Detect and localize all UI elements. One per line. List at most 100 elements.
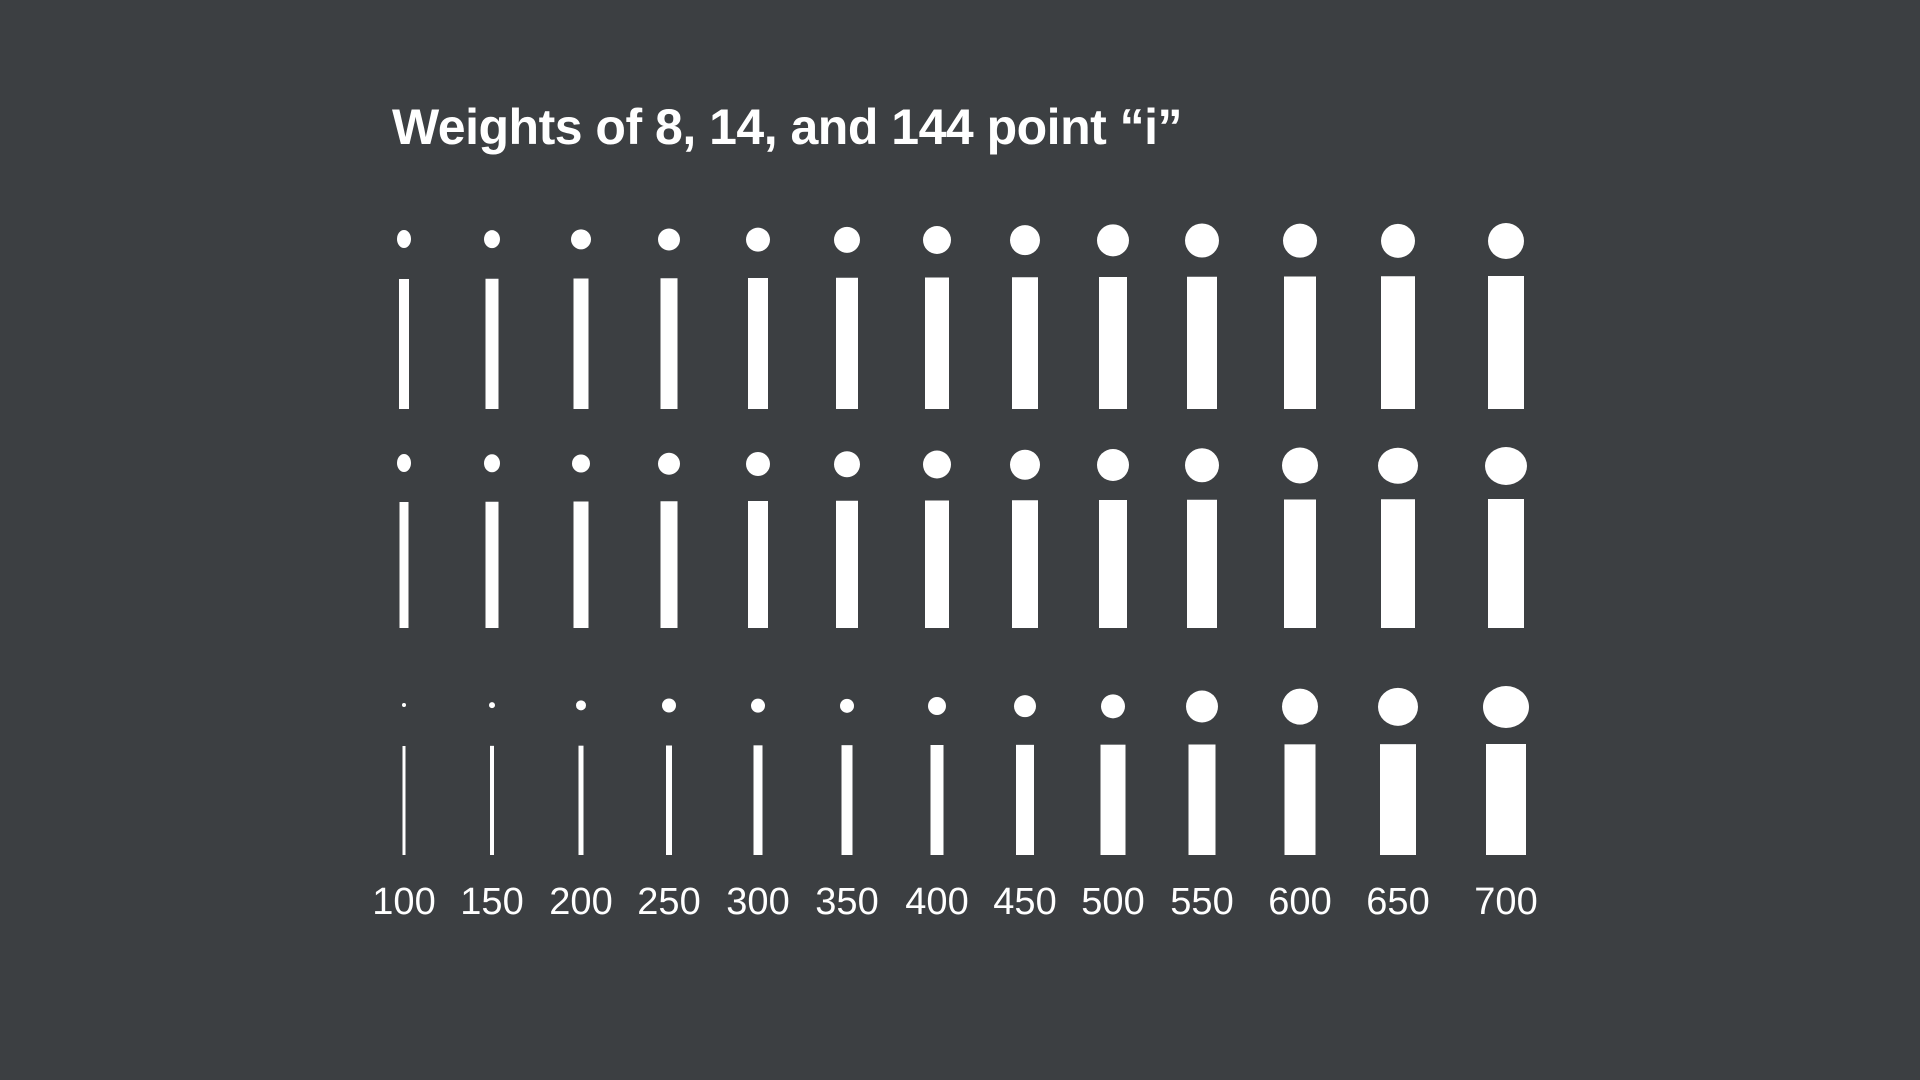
glyph-i (1185, 223, 1219, 409)
glyph-dot (1101, 694, 1125, 719)
glyph-dot (658, 228, 680, 251)
glyph-stem (841, 745, 853, 855)
glyph-i (572, 454, 590, 628)
glyph-i (397, 454, 411, 628)
glyph-stem (925, 500, 949, 628)
glyph-stem (1488, 499, 1524, 628)
glyph-i (571, 229, 591, 409)
glyph-dot (484, 230, 500, 249)
glyph-dot (576, 700, 586, 711)
glyph-i (1185, 448, 1219, 628)
glyph-stem (748, 278, 768, 409)
glyph-i (923, 226, 951, 409)
glyph-dot (397, 454, 411, 472)
glyph-stem (399, 279, 409, 409)
glyph-dot (662, 698, 676, 713)
glyph-i (1097, 224, 1129, 409)
glyph-stem (573, 278, 589, 409)
glyph-i (662, 698, 676, 855)
glyph-i (840, 698, 854, 855)
glyph-stem (485, 278, 499, 409)
glyph-stem (1012, 500, 1038, 628)
glyph-i (751, 698, 765, 855)
glyph-dot (746, 227, 770, 252)
glyph-i (1283, 223, 1317, 409)
glyph-stem (1284, 276, 1316, 409)
weight-label: 400 (905, 881, 968, 923)
glyph-dot (840, 698, 854, 713)
weight-label: 200 (549, 881, 612, 923)
glyph-dot (1185, 223, 1219, 258)
weight-label: 150 (460, 881, 523, 923)
weight-label: 600 (1268, 881, 1331, 923)
glyph-i (1014, 695, 1036, 855)
glyph-stem (1188, 744, 1216, 855)
glyph-dot (658, 452, 680, 475)
row-8pt (397, 223, 1524, 409)
glyph-dot (1483, 686, 1529, 728)
glyph-stem (748, 501, 768, 628)
glyph-dot (489, 702, 495, 709)
glyph-i (402, 703, 406, 855)
glyph-dot (751, 698, 765, 713)
glyph-dot (834, 226, 860, 253)
glyph-i (1483, 686, 1529, 855)
glyph-dot (571, 229, 591, 250)
glyph-i (397, 230, 411, 409)
glyph-dot (1097, 224, 1129, 257)
glyph-dot (1186, 690, 1218, 723)
glyph-stem (660, 278, 678, 409)
glyph-dot (1378, 447, 1418, 484)
glyph-stem (1284, 744, 1316, 855)
glyph-i (746, 227, 770, 409)
glyph-i (1378, 687, 1418, 855)
glyph-stem (490, 745, 494, 855)
glyph-dot (1381, 223, 1415, 258)
glyph-i (928, 697, 946, 855)
glyph-i (1282, 688, 1318, 855)
glyph-stem (1016, 744, 1034, 855)
glyph-dot (1010, 225, 1040, 256)
glyph-stem (1381, 276, 1415, 409)
weight-label: 500 (1081, 881, 1144, 923)
glyph-stem (1486, 744, 1526, 855)
glyph-stem (930, 745, 944, 855)
glyph-dot (1097, 449, 1129, 481)
weight-labels: 100 150 200 250 300 350 400 450 500 550 600 650 700 (372, 881, 1537, 923)
glyph-dot (1485, 447, 1527, 485)
weight-label: 300 (726, 881, 789, 923)
glyph-stem (573, 501, 589, 628)
glyph-i (489, 702, 495, 855)
glyph-stem (1284, 499, 1316, 628)
glyph-i (1100, 694, 1126, 855)
glyph-stem (1187, 276, 1217, 409)
glyph-dot (1014, 695, 1036, 718)
glyph-stem (399, 502, 409, 628)
glyph-stem (660, 501, 678, 628)
weight-label: 250 (637, 881, 700, 923)
glyph-stem (1381, 499, 1415, 628)
glyph-dot (834, 451, 860, 478)
glyph-i (1485, 447, 1527, 628)
glyph-stem (753, 745, 763, 855)
glyph-dot (1283, 223, 1317, 258)
weight-label: 650 (1366, 881, 1429, 923)
glyph-i (658, 228, 680, 409)
glyph-dot (746, 452, 770, 476)
glyph-stem (1100, 744, 1126, 855)
glyph-i (746, 452, 770, 628)
glyph-i (1378, 447, 1418, 628)
glyph-dot (1282, 688, 1318, 725)
glyph-dot (923, 450, 951, 479)
glyph-stem (485, 501, 499, 628)
glyph-i (1010, 449, 1040, 628)
glyph-stem (925, 277, 949, 409)
weight-label: 450 (993, 881, 1056, 923)
glyph-i (1282, 447, 1318, 628)
glyph-stem (836, 500, 858, 628)
glyph-i (658, 452, 680, 628)
glyph-stem (666, 745, 672, 855)
weight-label: 100 (372, 881, 435, 923)
